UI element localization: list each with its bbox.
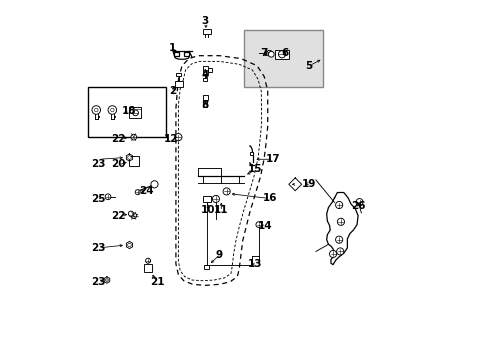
Text: 10: 10 (201, 205, 215, 215)
Bar (88, 87, 165, 137)
Circle shape (132, 110, 138, 116)
Circle shape (266, 50, 272, 56)
Circle shape (337, 218, 344, 225)
Text: 20: 20 (111, 159, 126, 169)
Text: 9: 9 (216, 250, 223, 260)
Circle shape (105, 194, 111, 200)
Circle shape (151, 181, 158, 188)
Circle shape (131, 213, 136, 219)
Bar (244, 30, 323, 87)
Text: 4: 4 (201, 69, 208, 80)
Circle shape (355, 199, 363, 206)
Text: 3: 3 (201, 16, 208, 26)
Circle shape (278, 51, 285, 58)
Text: 23: 23 (91, 159, 105, 169)
Circle shape (110, 108, 114, 112)
Text: 14: 14 (257, 221, 272, 231)
Circle shape (105, 279, 108, 282)
Circle shape (223, 188, 230, 195)
Circle shape (268, 52, 270, 54)
Bar (203, 95, 207, 100)
Circle shape (135, 190, 140, 195)
Text: 11: 11 (214, 205, 228, 215)
Circle shape (268, 51, 274, 57)
Polygon shape (288, 178, 301, 191)
Text: 16: 16 (263, 193, 277, 203)
Circle shape (92, 106, 101, 114)
Bar (175, 81, 183, 87)
Text: 21: 21 (149, 277, 164, 287)
Bar (143, 264, 152, 272)
Circle shape (128, 211, 133, 216)
Text: 22: 22 (111, 134, 126, 144)
Text: 12: 12 (163, 134, 178, 144)
Text: 6: 6 (280, 48, 287, 58)
Circle shape (336, 248, 343, 255)
Circle shape (108, 106, 116, 114)
Text: 15: 15 (247, 164, 262, 174)
Text: 8: 8 (201, 100, 208, 110)
Text: 25: 25 (91, 194, 105, 203)
Bar (203, 103, 207, 107)
Text: 22: 22 (111, 211, 126, 221)
Bar (176, 73, 181, 76)
Bar (203, 28, 211, 34)
Text: 1: 1 (168, 43, 176, 53)
Circle shape (175, 134, 182, 141)
Bar (274, 50, 288, 59)
Text: 19: 19 (301, 179, 315, 189)
Text: 18: 18 (122, 107, 137, 116)
Text: 13: 13 (247, 259, 262, 269)
Circle shape (212, 195, 219, 203)
Circle shape (127, 156, 131, 159)
Bar (203, 78, 207, 81)
Bar (129, 108, 140, 118)
Circle shape (127, 243, 131, 247)
Circle shape (255, 222, 261, 228)
Circle shape (329, 250, 336, 257)
Text: 23: 23 (91, 243, 105, 253)
Bar (129, 156, 139, 166)
Circle shape (335, 202, 342, 208)
Text: 17: 17 (265, 154, 280, 163)
Text: 2: 2 (168, 86, 176, 96)
Bar (203, 265, 209, 269)
Bar (184, 52, 189, 56)
Text: 5: 5 (305, 61, 312, 71)
Text: 26: 26 (351, 201, 366, 211)
Bar (207, 68, 211, 72)
Bar (203, 196, 210, 202)
Polygon shape (326, 193, 357, 265)
Text: 7: 7 (260, 48, 267, 58)
Bar (203, 66, 207, 73)
Circle shape (145, 258, 150, 263)
Bar (174, 52, 179, 56)
Circle shape (94, 108, 98, 112)
Text: 24: 24 (139, 186, 153, 197)
Text: 23: 23 (91, 277, 105, 287)
Circle shape (335, 236, 342, 243)
Bar (249, 152, 253, 155)
Circle shape (131, 134, 136, 140)
